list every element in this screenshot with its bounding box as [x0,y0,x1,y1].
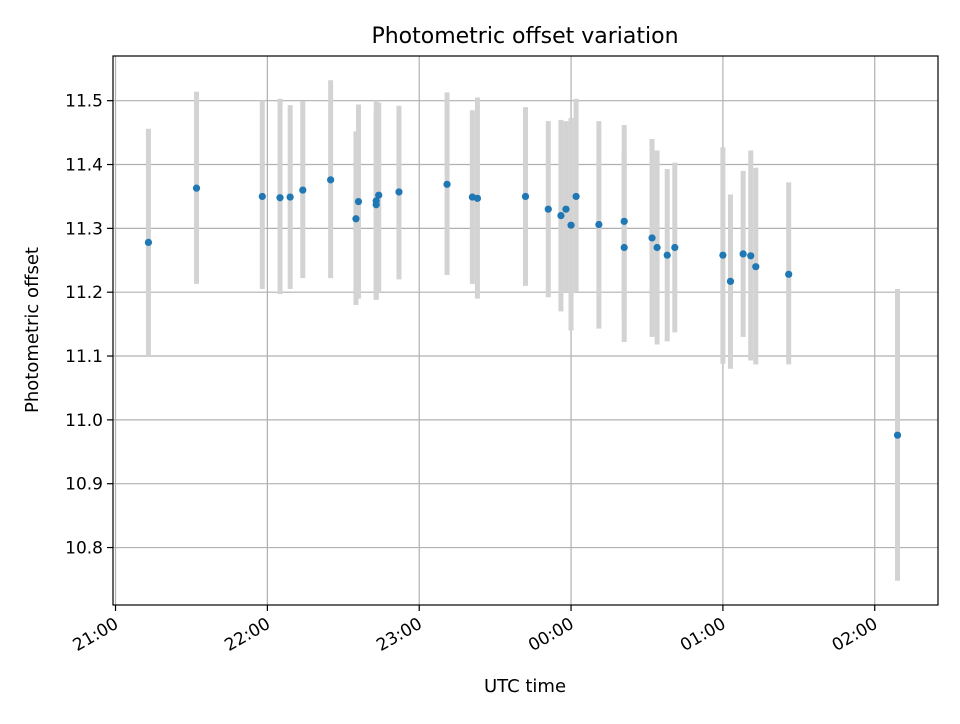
data-point [719,251,727,259]
y-tick-label: 11.4 [65,156,103,176]
data-point [144,238,153,247]
data-point [648,234,656,242]
y-tick-label: 11.2 [65,283,103,303]
y-tick-label: 11.1 [65,347,103,367]
data-point [893,431,902,439]
data-point [557,211,565,220]
data-point [375,191,383,199]
data-point [562,205,570,213]
data-point [372,201,380,209]
y-tick-label: 11.3 [65,219,103,239]
data-point [258,192,266,201]
data-point [620,243,628,252]
data-point [327,176,335,184]
data-point [192,184,201,192]
y-tick-label: 10.9 [65,475,103,495]
y-tick-label: 11.5 [65,92,103,112]
data-point [653,243,661,252]
chart-title: Photometric offset variation [371,24,678,49]
data-point [752,263,760,271]
data-point [595,220,603,229]
x-axis-label: UTC time [484,676,566,697]
data-point [747,252,755,260]
data-point [354,197,363,206]
data-point [286,193,294,201]
data-point [395,188,403,196]
data-point [473,194,482,202]
data-point [572,192,580,201]
y-axis-label: Photometric offset [22,247,43,413]
data-point [443,180,451,188]
data-point [726,277,735,285]
data-point [276,194,284,202]
data-point [739,250,747,258]
data-point [671,243,679,252]
data-point [663,251,671,259]
data-points [144,176,902,439]
data-point [352,215,360,223]
data-point [785,270,793,278]
data-point [544,205,552,213]
plot-frame [112,55,939,606]
y-tick-label: 11.0 [65,411,103,431]
y-axis-ticks: 10.8 10.9 11.0 11.1 11.2 11.3 11.4 11.5 [65,92,113,559]
data-point [567,221,575,229]
data-point [299,186,307,194]
data-point [521,192,530,201]
y-tick-label: 10.8 [65,539,103,559]
data-point [620,217,628,225]
